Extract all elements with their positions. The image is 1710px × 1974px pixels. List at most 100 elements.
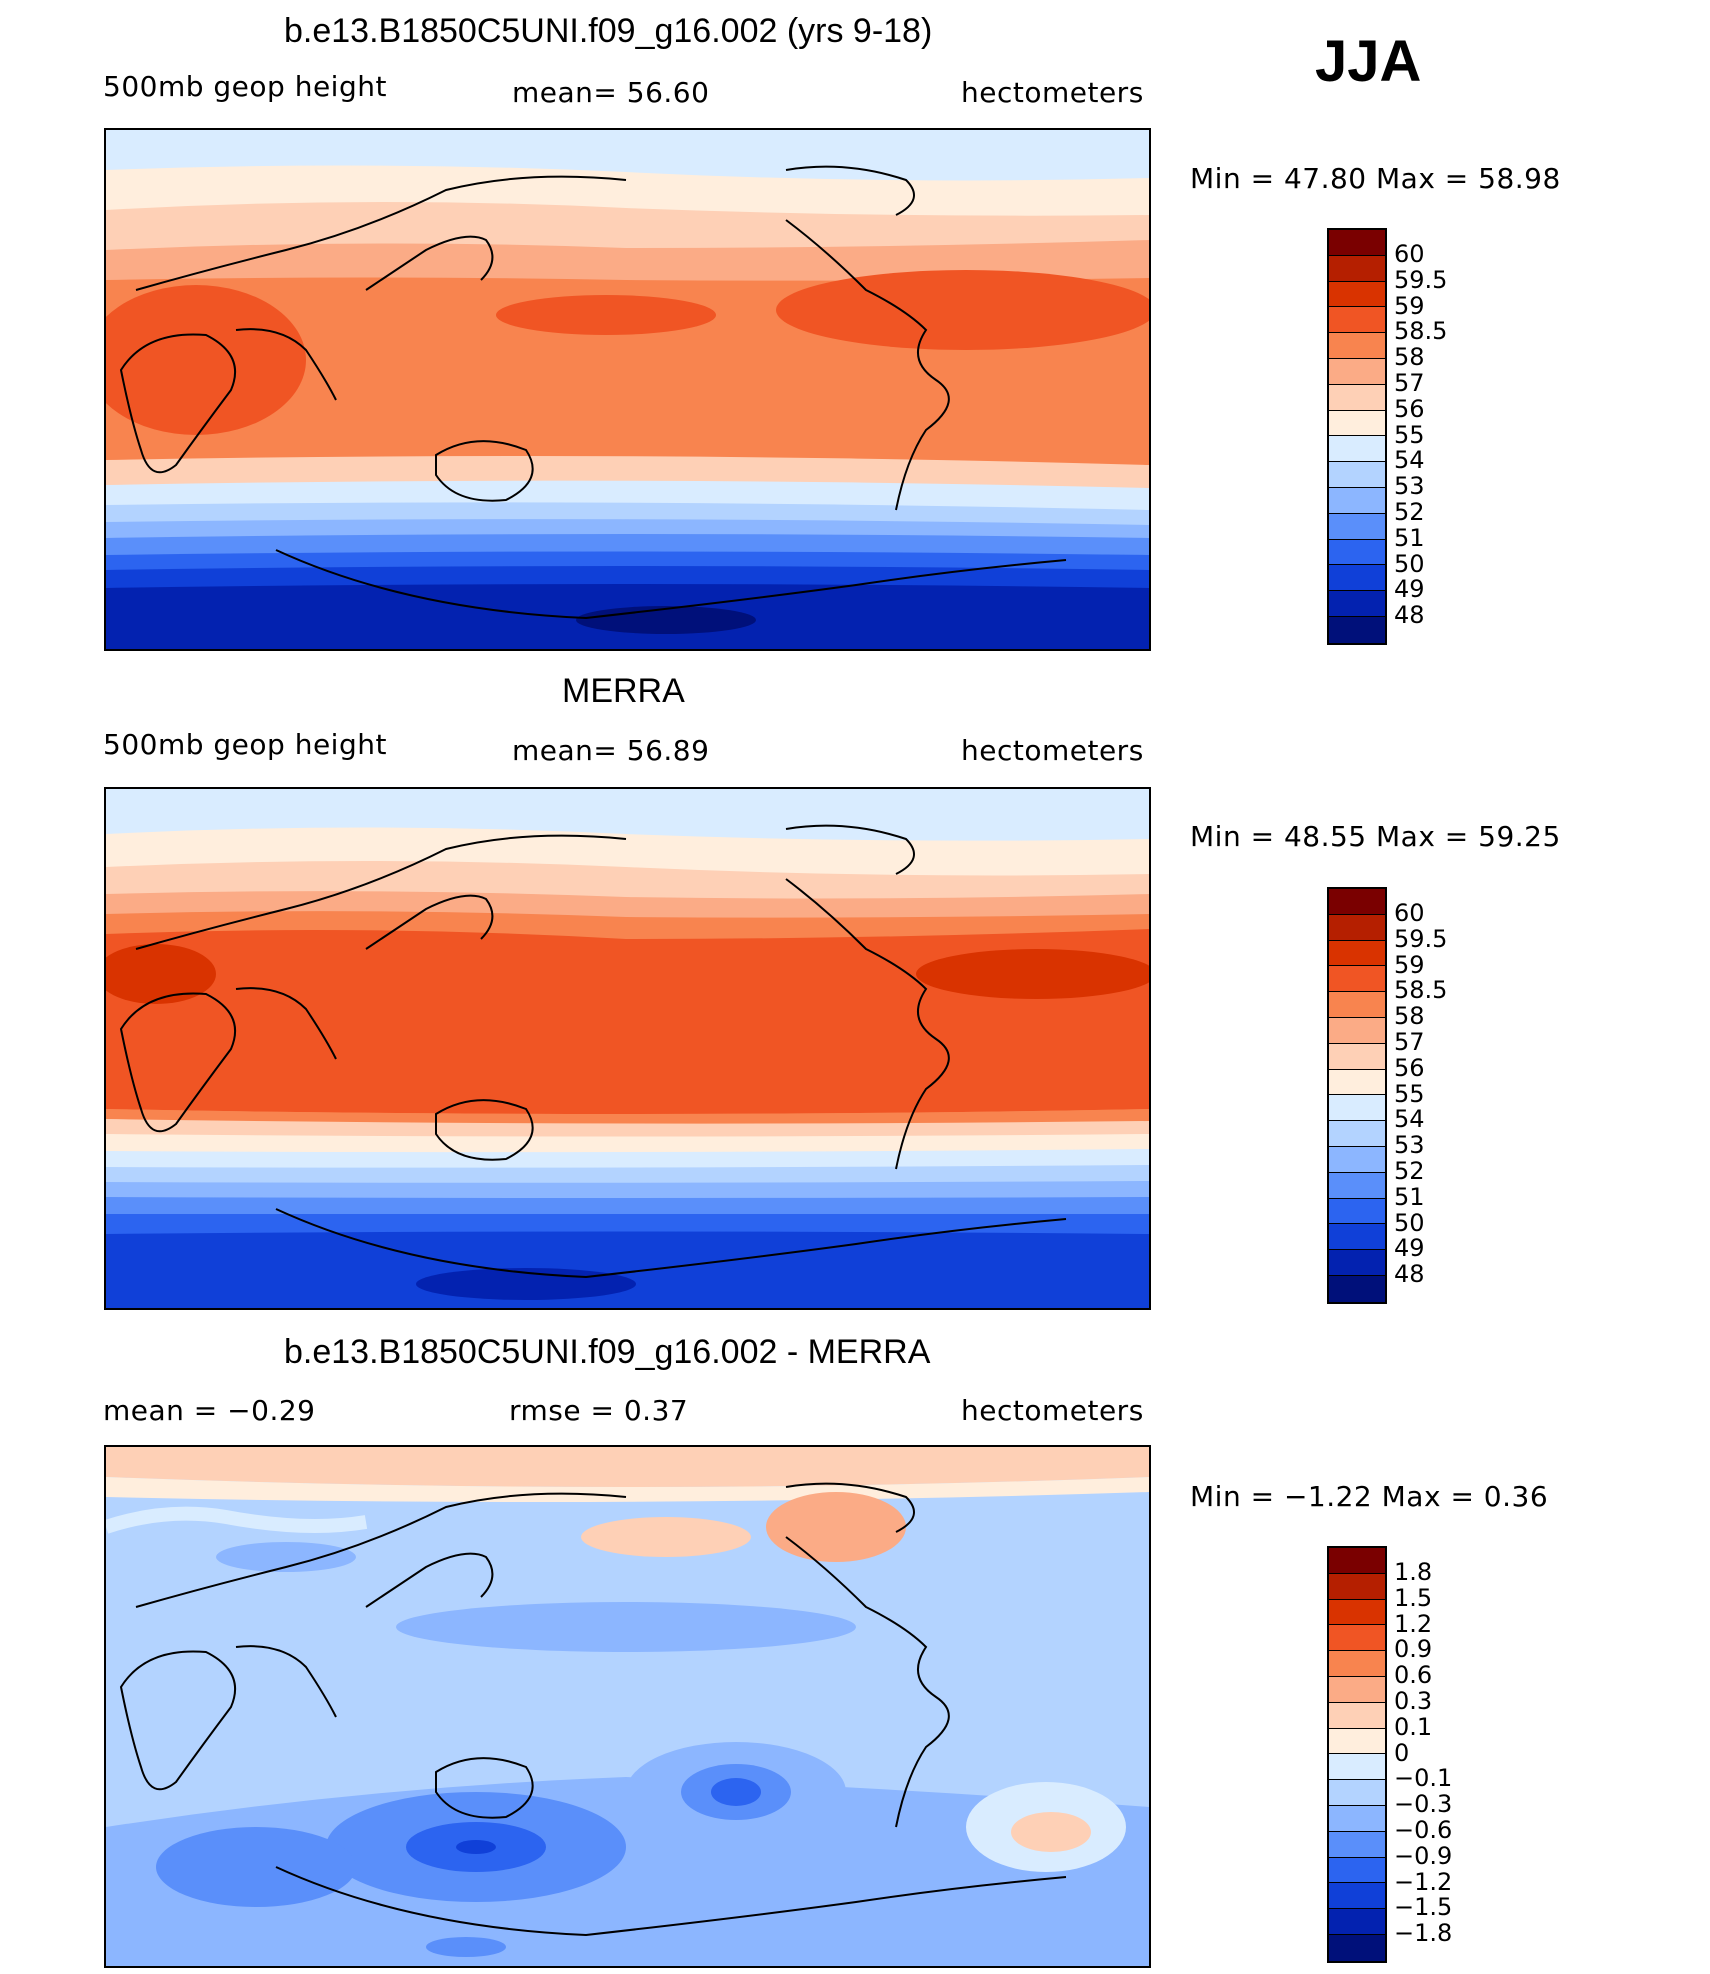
- panel1-colorbar-labels: 60 59.5 59 58.5 58 57 56 55 54 53 52 51 …: [1394, 240, 1448, 630]
- panel2-map: [104, 787, 1151, 1310]
- colorbar-swatch: [1329, 1702, 1385, 1729]
- panel3-minmax: Min = −1.22 Max = 0.36: [1190, 1480, 1549, 1513]
- colorbar-label: 0: [1394, 1738, 1410, 1767]
- colorbar-swatch: [1329, 1043, 1385, 1070]
- panel2-colorbar: [1327, 887, 1387, 1304]
- colorbar-label: 49: [1394, 575, 1425, 604]
- colorbar-label: 59: [1394, 291, 1425, 320]
- colorbar-label: 56: [1394, 394, 1425, 423]
- colorbar-swatch: [1329, 1095, 1385, 1122]
- colorbar-swatch: [1329, 539, 1385, 566]
- panel2-title: MERRA: [562, 672, 685, 710]
- colorbar-swatch: [1329, 384, 1385, 411]
- colorbar-label: 59.5: [1394, 265, 1448, 294]
- colorbar-swatch: [1329, 1728, 1385, 1755]
- panel1-title: b.e13.B1850C5UNI.f09_g16.002 (yrs 9-18): [284, 12, 933, 50]
- colorbar-label: 58.5: [1394, 976, 1448, 1005]
- colorbar-swatch: [1329, 1198, 1385, 1225]
- colorbar-label: 57: [1394, 368, 1425, 397]
- colorbar-label: 51: [1394, 523, 1425, 552]
- panel2-variable-label: 500mb geop height: [103, 728, 387, 761]
- colorbar-swatch: [1329, 591, 1385, 617]
- colorbar-swatch: [1329, 436, 1385, 463]
- colorbar-swatch: [1329, 1172, 1385, 1199]
- colorbar-swatch: [1329, 1934, 1385, 1961]
- colorbar-label: 60: [1394, 240, 1425, 268]
- colorbar-label: 59: [1394, 950, 1425, 979]
- colorbar-swatch: [1329, 1121, 1385, 1147]
- colorbar-label: −0.9: [1394, 1841, 1453, 1870]
- colorbar-label: 1.5: [1394, 1583, 1433, 1612]
- panel3-colorbar-labels: 1.8 1.5 1.2 0.9 0.6 0.3 0.1 0 −0.1 −0.3 …: [1394, 1558, 1453, 1948]
- colorbar-label: 52: [1394, 1156, 1425, 1185]
- colorbar-label: 50: [1394, 1208, 1425, 1237]
- colorbar-label: 48: [1394, 1260, 1425, 1289]
- panel1-minmax: Min = 47.80 Max = 58.98: [1190, 162, 1561, 195]
- colorbar-swatch: [1329, 1805, 1385, 1832]
- colorbar-label: 55: [1394, 420, 1425, 449]
- colorbar-swatch: [1329, 1883, 1385, 1910]
- colorbar-swatch: [1329, 1017, 1385, 1044]
- colorbar-swatch: [1329, 940, 1385, 967]
- colorbar-swatch: [1329, 487, 1385, 514]
- colorbar-swatch: [1329, 889, 1385, 915]
- colorbar-swatch: [1329, 1224, 1385, 1251]
- colorbar-label: −0.3: [1394, 1790, 1453, 1819]
- panel1-colorbar: [1327, 228, 1387, 645]
- colorbar-label: 58: [1394, 343, 1425, 372]
- colorbar-swatch: [1329, 914, 1385, 941]
- panel2-units-label: hectometers: [961, 734, 1144, 767]
- colorbar-swatch: [1329, 1275, 1385, 1302]
- colorbar-swatch: [1329, 333, 1385, 359]
- colorbar-label: 1.2: [1394, 1609, 1433, 1638]
- colorbar-swatch: [1329, 565, 1385, 592]
- colorbar-label: 0.9: [1394, 1635, 1433, 1664]
- colorbar-label: 0.1: [1394, 1712, 1433, 1741]
- colorbar-label: 48: [1394, 601, 1425, 630]
- panel2-colorbar-labels: 60 59.5 59 58.5 58 57 56 55 54 53 52 51 …: [1394, 899, 1448, 1289]
- colorbar-swatch: [1329, 1676, 1385, 1703]
- colorbar-swatch: [1329, 255, 1385, 282]
- panel3-units-label: hectometers: [961, 1394, 1144, 1427]
- panel3-colorbar: [1327, 1546, 1387, 1963]
- colorbar-swatch: [1329, 1780, 1385, 1806]
- colorbar-label: −1.2: [1394, 1867, 1453, 1896]
- panel1-mean-label: mean= 56.60: [512, 76, 710, 109]
- colorbar-swatch: [1329, 1651, 1385, 1677]
- colorbar-label: 1.8: [1394, 1558, 1433, 1586]
- colorbar-swatch: [1329, 1625, 1385, 1652]
- colorbar-label: 50: [1394, 549, 1425, 578]
- colorbar-swatch: [1329, 966, 1385, 993]
- colorbar-label: 51: [1394, 1182, 1425, 1211]
- colorbar-swatch: [1329, 1548, 1385, 1574]
- panel2-mean-label: mean= 56.89: [512, 734, 710, 767]
- colorbar-swatch: [1329, 1857, 1385, 1884]
- colorbar-label: 54: [1394, 1105, 1425, 1134]
- colorbar-swatch: [1329, 462, 1385, 488]
- colorbar-label: −1.5: [1394, 1893, 1453, 1922]
- colorbar-label: 55: [1394, 1079, 1425, 1108]
- colorbar-swatch: [1329, 1250, 1385, 1276]
- colorbar-label: 53: [1394, 1131, 1425, 1160]
- colorbar-label: −1.8: [1394, 1919, 1453, 1948]
- colorbar-label: 58: [1394, 1002, 1425, 1031]
- colorbar-label: 54: [1394, 446, 1425, 475]
- colorbar-swatch: [1329, 1754, 1385, 1781]
- colorbar-swatch: [1329, 1909, 1385, 1935]
- colorbar-swatch: [1329, 616, 1385, 643]
- colorbar-swatch: [1329, 230, 1385, 256]
- colorbar-swatch: [1329, 1599, 1385, 1626]
- panel3-rmse-label: rmse = 0.37: [509, 1394, 689, 1427]
- colorbar-label: −0.6: [1394, 1815, 1453, 1844]
- colorbar-label: 60: [1394, 899, 1425, 927]
- colorbar-label: 56: [1394, 1053, 1425, 1082]
- colorbar-label: 49: [1394, 1234, 1425, 1263]
- colorbar-label: 53: [1394, 472, 1425, 501]
- season-label: JJA: [1315, 29, 1422, 94]
- colorbar-swatch: [1329, 1146, 1385, 1173]
- panel3-map: [104, 1445, 1151, 1968]
- panel3-title: b.e13.B1850C5UNI.f09_g16.002 - MERRA: [284, 1333, 931, 1371]
- colorbar-swatch: [1329, 513, 1385, 540]
- colorbar-swatch: [1329, 281, 1385, 308]
- colorbar-label: 57: [1394, 1027, 1425, 1056]
